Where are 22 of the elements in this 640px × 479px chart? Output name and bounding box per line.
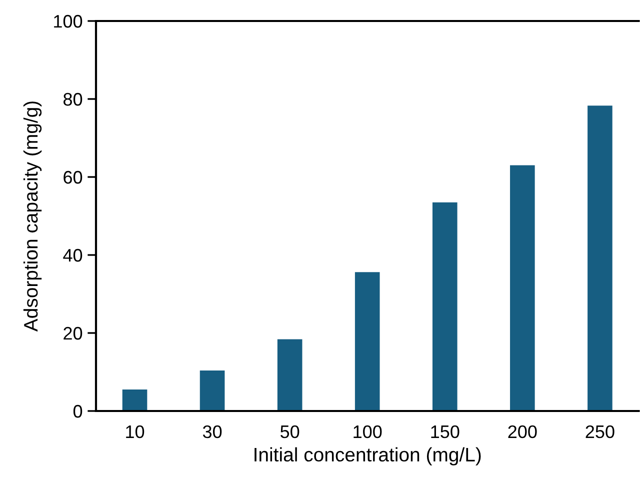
y-axis-title: Adsorption capacity (mg/g) [23,102,42,332]
bar [200,370,225,411]
bar [510,165,535,411]
x-tick-label: 150 [431,425,460,438]
bar [588,106,612,411]
bar [354,272,380,411]
x-axis-title: Initial concentration (mg/L) [254,447,481,466]
x-tick-label: 100 [354,425,382,438]
x-tick-label: 30 [202,425,222,438]
bar [432,202,458,411]
y-tick-label: 40 [63,248,82,262]
x-tick-label: 50 [280,425,300,438]
x-tick-label: 250 [586,425,614,438]
y-tick-label: 20 [64,326,82,340]
x-tick-label: 200 [508,425,537,438]
bar [277,339,302,411]
y-tick-label: 100 [54,14,82,28]
y-tick-label: 0 [73,404,82,418]
y-tick-label: 60 [64,170,82,184]
y-tick-label: 80 [64,92,82,106]
bar [122,390,148,411]
x-tick-label: 10 [126,425,144,438]
